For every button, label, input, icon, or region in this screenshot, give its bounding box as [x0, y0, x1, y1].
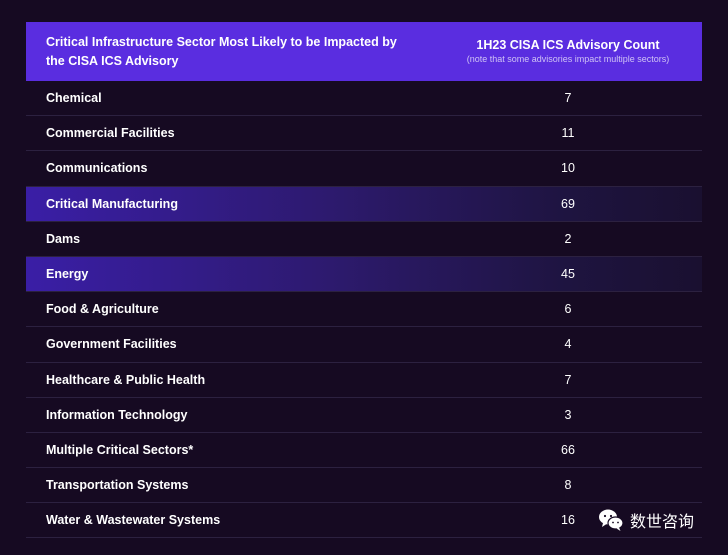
- table-row: Dams 2: [26, 222, 702, 257]
- advisory-table: Critical Infrastructure Sector Most Like…: [26, 22, 702, 539]
- row-sector: Water & Wastewater Systems: [46, 513, 221, 528]
- row-count: 10: [561, 161, 575, 176]
- table-row: Government Facilities 4: [26, 327, 702, 363]
- row-sector: Transportation Systems: [46, 478, 189, 493]
- row-sector: Healthcare & Public Health: [46, 372, 206, 387]
- row-count: 3: [564, 407, 572, 422]
- row-sector: Food & Agriculture: [46, 302, 159, 317]
- header-count-title: 1H23 CISA ICS Advisory Count: [476, 38, 660, 52]
- row-sector: Government Facilities: [46, 337, 177, 352]
- table-row: Water & Wastewater Systems 16: [26, 503, 702, 539]
- table-row: Food & Agriculture 6: [26, 292, 702, 328]
- row-count: 66: [561, 442, 575, 457]
- table-row: Energy 45: [26, 256, 702, 293]
- row-count: 69: [561, 196, 575, 211]
- watermark: 数世咨询: [598, 508, 694, 532]
- table-row: Multiple Critical Sectors* 66: [26, 433, 702, 469]
- row-count: 2: [564, 231, 572, 246]
- row-sector: Energy: [46, 267, 89, 282]
- row-sector: Critical Manufacturing: [46, 196, 178, 211]
- header-sector-title: Critical Infrastructure Sector Most Like…: [46, 34, 397, 68]
- wechat-icon: [599, 509, 624, 531]
- row-count: 7: [564, 91, 572, 106]
- row-count: 8: [564, 478, 572, 493]
- table-row: Commercial Facilities 11: [26, 116, 702, 152]
- row-sector: Commercial Facilities: [46, 126, 175, 141]
- table-row: Communications 10: [26, 151, 702, 187]
- row-count: 45: [561, 267, 575, 282]
- row-sector: Chemical: [46, 91, 102, 106]
- row-count: 16: [561, 513, 575, 528]
- table-row: Transportation Systems 8: [26, 468, 702, 504]
- table-body: Chemical 7 Commercial Facilities 11 Communic…: [26, 81, 702, 539]
- row-sector: Dams: [46, 231, 81, 246]
- table-row: Healthcare & Public Health 7: [26, 363, 702, 398]
- table-row: Critical Manufacturing 69: [26, 186, 702, 222]
- row-sector: Information Technology: [46, 407, 188, 422]
- row-count: 7: [564, 372, 572, 387]
- table-header: Critical Infrastructure Sector Most Like…: [26, 22, 702, 81]
- table-row: Chemical 7: [26, 81, 702, 117]
- row-sector: Communications: [46, 161, 148, 176]
- table-row: Information Technology 3: [26, 398, 702, 433]
- row-sector: Multiple Critical Sectors*: [46, 442, 194, 457]
- row-count: 6: [564, 302, 572, 317]
- header-count-note: (note that some advisories impact multip…: [466, 54, 670, 64]
- row-count: 4: [564, 337, 572, 352]
- watermark-text: 数世咨询: [630, 512, 695, 531]
- row-count: 11: [561, 126, 575, 141]
- header-count-column: 1H23 CISA ICS Advisory Count (note that …: [418, 37, 702, 66]
